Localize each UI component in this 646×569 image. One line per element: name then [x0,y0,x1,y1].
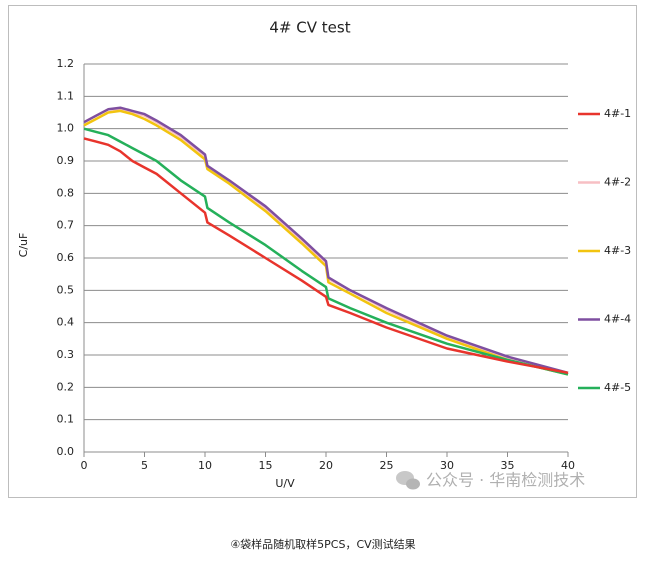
x-tick-label: 25 [380,459,394,472]
y-tick-label: 0.1 [57,413,75,426]
y-tick-label: 0.8 [57,186,75,199]
x-tick-label: 15 [259,459,273,472]
x-tick-label: 30 [440,459,454,472]
x-tick-label: 35 [501,459,515,472]
y-tick-label: 0.5 [57,283,75,296]
x-tick-label: 40 [561,459,575,472]
chart-title: 4# CV test [269,19,350,37]
y-tick-label: 0.3 [57,348,75,361]
legend-label: 4#-4 [604,313,631,326]
legend-label: 4#-3 [604,244,631,257]
chart-border [8,5,637,498]
y-tick-label: 0.4 [57,316,75,329]
y-tick-label: 1.0 [57,122,75,135]
series-line [83,127,569,376]
y-tick-label: 1.2 [57,57,75,70]
y-tick-label: 0.7 [57,219,75,232]
y-tick-label: 0.2 [57,380,75,393]
x-tick-label: 20 [319,459,333,472]
legend-label: 4#-1 [604,107,631,120]
x-tick-label: 5 [141,459,148,472]
y-tick-label: 0.0 [57,445,75,458]
y-tick-label: 0.6 [57,251,75,264]
watermark: 公众号 · 华南检测技术 [396,471,585,490]
watermark-icon [406,478,420,490]
legend-label: 4#-2 [604,176,631,189]
y-tick-label: 1.1 [57,89,75,102]
y-tick-label: 0.9 [57,154,75,167]
x-tick-label: 10 [198,459,212,472]
x-axis-label: U/V [275,477,295,490]
x-tick-label: 0 [81,459,88,472]
series-line [83,106,569,375]
legend-label: 4#-5 [604,381,631,394]
y-axis-label: C/uF [17,233,30,258]
series-line [83,109,569,376]
caption: ④袋样品随机取样5PCS，CV测试结果 [230,537,415,551]
series-line [83,137,569,375]
watermark-text: 公众号 · 华南检测技术 [426,471,585,490]
